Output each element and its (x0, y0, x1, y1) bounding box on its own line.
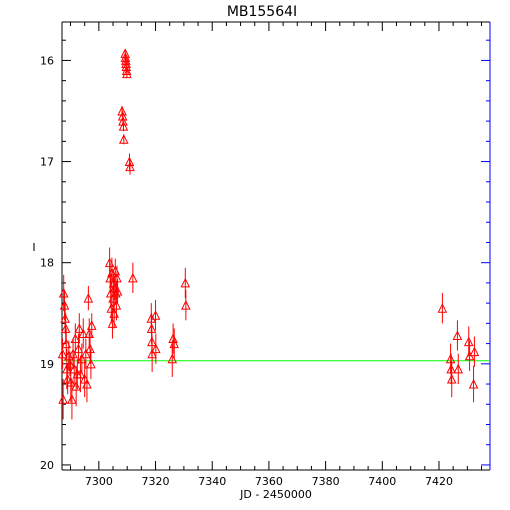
data-point-triangle (446, 373, 457, 384)
data-point-triangle (58, 287, 69, 298)
data-point-triangle (122, 68, 132, 79)
data-point-triangle (61, 338, 72, 349)
y-tick-label: 17 (40, 156, 54, 169)
data-point-triangle (118, 115, 128, 126)
data-point-triangle (446, 363, 456, 374)
data-point-triangle (74, 323, 85, 333)
data-point-triangle (128, 272, 138, 283)
axis-ticks: 7300 7320 7340 7360 7380 7400 7420 16 17 18 19 20 (40, 22, 490, 488)
data-point-triangle (77, 353, 87, 364)
x-tick-label: 7420 (425, 475, 453, 488)
data-point-triangle (78, 328, 89, 338)
data-point-triangle (73, 343, 84, 354)
x-tick-label: 7300 (85, 475, 113, 488)
y-tick-label: 16 (40, 54, 54, 67)
data-point-triangle (57, 348, 68, 359)
x-tick-label: 7380 (312, 475, 340, 488)
data-point-triangle (60, 323, 71, 333)
y-axis-label: I (32, 241, 35, 254)
x-axis-label: JD - 2450000 (239, 488, 312, 501)
data-point-triangle (463, 336, 474, 347)
data-point-triangle (60, 313, 70, 323)
y-tick-label: 20 (40, 459, 54, 472)
data-point-triangle (63, 350, 74, 361)
data-point-triangle (111, 300, 122, 310)
data-point-triangle (75, 368, 86, 379)
y-tick-label: 19 (40, 358, 54, 371)
data-point-triangle (112, 272, 122, 283)
data-point-triangle (71, 380, 81, 391)
data-point-triangle (468, 378, 479, 389)
data-point-triangle (181, 300, 191, 310)
data-point-triangle (65, 358, 75, 369)
data-point-triangle (169, 338, 180, 349)
data-point-triangle (65, 376, 76, 387)
data-point-triangle (445, 353, 456, 364)
data-points (57, 48, 480, 420)
data-point-triangle (469, 346, 480, 357)
x-tick-label: 7400 (368, 475, 396, 488)
data-point-triangle (86, 358, 96, 369)
data-point-triangle (112, 285, 123, 296)
x-tick-label: 7320 (142, 475, 170, 488)
data-point-triangle (125, 161, 135, 172)
y-tick-label: 18 (40, 257, 54, 270)
data-point-triangle (117, 105, 127, 116)
data-point-triangle (67, 394, 77, 404)
data-point-triangle (124, 156, 135, 167)
data-point-triangle (150, 310, 161, 320)
data-point-triangle (85, 343, 95, 354)
data-point-triangle (82, 378, 92, 389)
x-tick-label: 7360 (255, 475, 283, 488)
data-point-triangle (147, 348, 157, 359)
chart-title: MB15564I (227, 4, 297, 20)
data-point-triangle (62, 373, 73, 384)
data-point-triangle (118, 121, 129, 131)
data-point-triangle (86, 320, 97, 330)
data-point-triangle (58, 394, 68, 404)
data-point-triangle (452, 330, 463, 340)
data-point-triangle (83, 292, 94, 303)
data-point-triangle (84, 328, 95, 338)
plot-frame (61, 21, 491, 471)
data-point-triangle (118, 134, 129, 144)
data-point-triangle (70, 333, 81, 344)
data-point-triangle (81, 348, 91, 359)
data-point-triangle (59, 300, 70, 310)
data-point-triangle (180, 277, 191, 288)
data-point-triangle (151, 343, 161, 354)
data-point-triangle (453, 363, 464, 374)
x-tick-label: 7340 (198, 475, 226, 488)
data-point-triangle (437, 303, 448, 313)
